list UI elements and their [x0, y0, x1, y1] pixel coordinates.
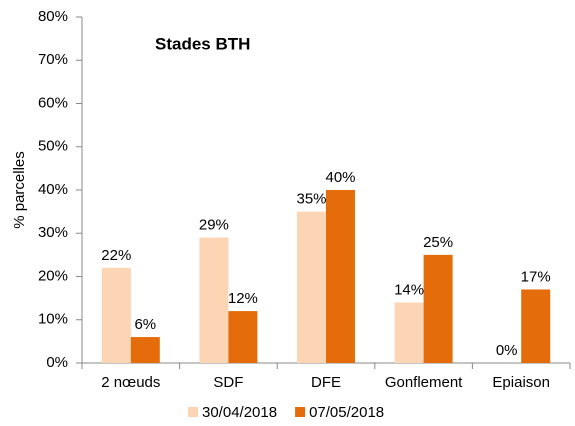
bar [199, 237, 229, 363]
x-tick-label: DFE [311, 374, 341, 391]
value-label: 12% [228, 290, 258, 307]
y-tick-label: 70% [38, 51, 68, 68]
value-label: 35% [296, 191, 326, 208]
bar [101, 267, 131, 363]
legend-swatch [295, 407, 306, 417]
y-tick-label: 10% [38, 311, 68, 328]
bar [521, 289, 551, 363]
x-tick-label: Epiaison [492, 374, 550, 391]
bar [130, 337, 160, 363]
x-tick-label: Gonflement [385, 374, 463, 391]
y-tick-label: 30% [38, 224, 68, 241]
y-tick-label: 20% [38, 267, 68, 284]
legend-swatch [188, 407, 198, 417]
legend-label: 30/04/2018 [202, 404, 277, 421]
value-label: 25% [423, 234, 453, 251]
value-label: 17% [521, 268, 551, 285]
legend-label: 07/05/2018 [309, 404, 384, 421]
bar [228, 311, 258, 363]
value-label: 14% [394, 281, 424, 298]
y-tick-label: 0% [46, 354, 68, 371]
x-tick-label: 2 nœuds [101, 374, 160, 391]
y-tick-label: 80% [38, 8, 68, 25]
bar [394, 302, 424, 363]
value-label: 6% [134, 316, 156, 333]
y-tick-label: 60% [38, 94, 68, 111]
bar [326, 190, 355, 363]
y-tick-label: 40% [38, 181, 68, 198]
value-label: 22% [101, 247, 131, 264]
value-label: 0% [496, 342, 518, 359]
bar [423, 254, 453, 363]
y-tick-label: 50% [38, 138, 68, 155]
x-tick-label: SDF [213, 374, 243, 391]
bar [297, 211, 326, 363]
chart-title: Stades BTH [155, 34, 250, 53]
value-label: 40% [325, 169, 355, 186]
value-label: 29% [199, 217, 229, 234]
y-axis-label: % parcelles [11, 151, 28, 229]
